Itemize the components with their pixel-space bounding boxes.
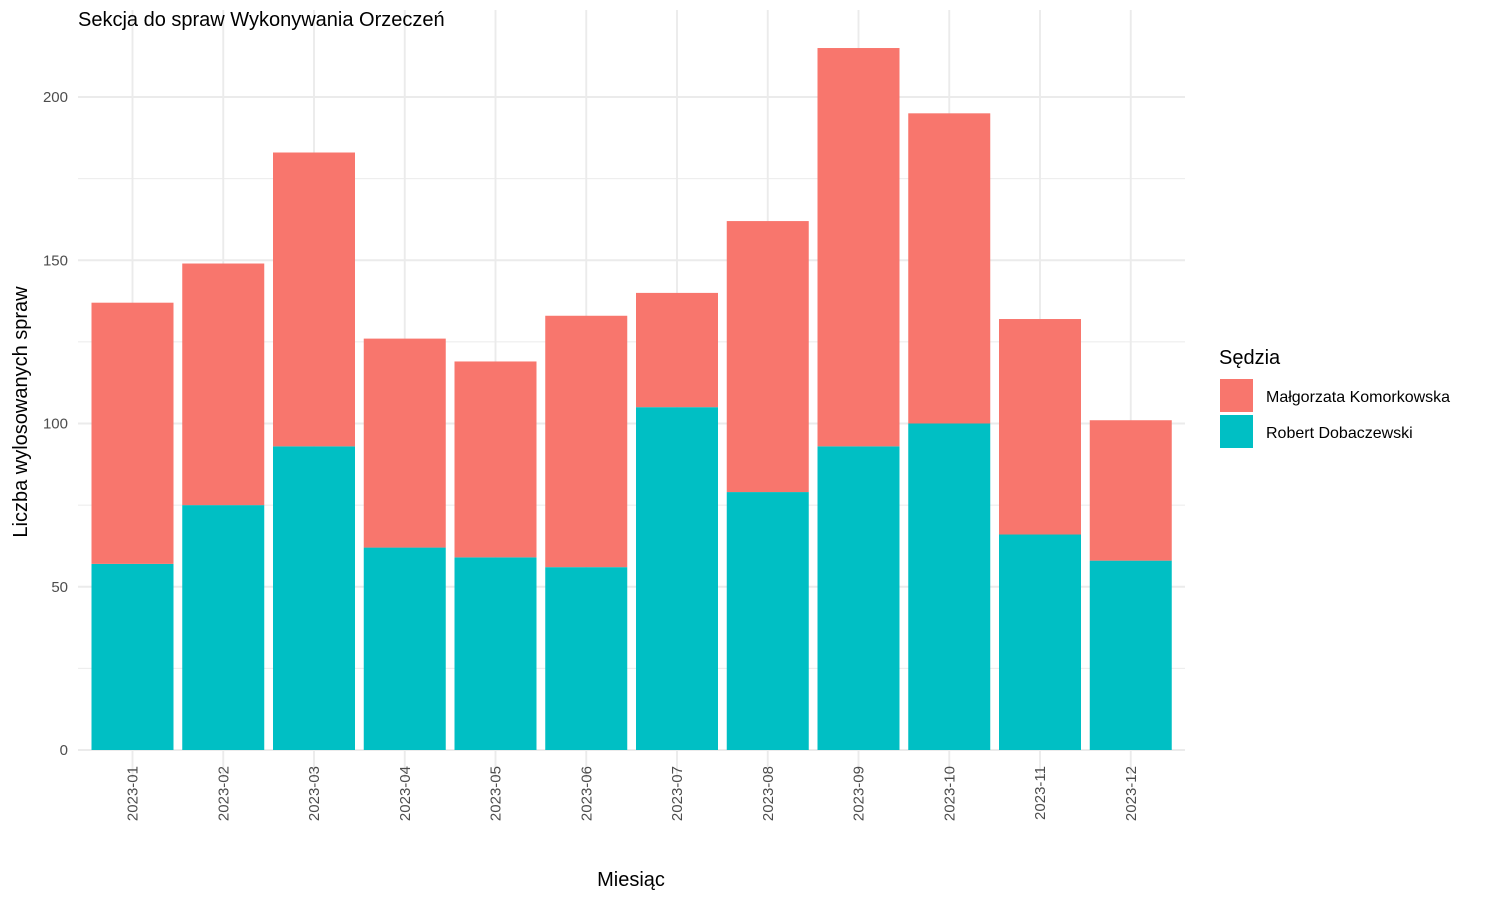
x-tick-label: 2023-06	[578, 766, 595, 821]
bar-2023-09-dobaczewski	[817, 446, 900, 750]
bar-2023-05-dobaczewski	[454, 557, 537, 750]
x-tick-label: 2023-07	[669, 766, 686, 821]
bar-2023-01-dobaczewski	[91, 563, 174, 750]
bar-2023-10-dobaczewski	[908, 423, 991, 750]
x-tick-label: 2023-02	[215, 766, 232, 821]
legend-title: Sędzia	[1219, 347, 1281, 369]
legend-label-komorkowska: Małgorzata Komorkowska	[1266, 389, 1450, 406]
legend-swatch-dobaczewski	[1220, 415, 1253, 448]
bar-2023-01-komorkowska	[91, 302, 174, 564]
x-tick-label: 2023-08	[760, 766, 777, 821]
bar-2023-07-dobaczewski	[636, 407, 718, 750]
bar-2023-04-komorkowska	[363, 338, 446, 548]
bar-2023-03-komorkowska	[273, 152, 355, 447]
bar-2023-09-komorkowska	[817, 48, 900, 447]
bar-2023-03-dobaczewski	[273, 446, 355, 750]
legend-label-dobaczewski: Robert Dobaczewski	[1266, 425, 1413, 442]
bar-2023-05-komorkowska	[454, 361, 537, 558]
bar-2023-12-komorkowska	[1089, 420, 1172, 561]
x-tick-label: 2023-12	[1123, 766, 1140, 821]
bar-2023-06-komorkowska	[545, 315, 628, 568]
bar-2023-12-dobaczewski	[1089, 560, 1172, 750]
legend-swatch-komorkowska	[1220, 379, 1253, 412]
x-axis-title: Miesiąc	[597, 869, 665, 891]
bar-2023-02-dobaczewski	[182, 505, 265, 750]
bar-2023-08-komorkowska	[726, 221, 809, 493]
chart-title: Sekcja do spraw Wykonywania Orzeczeń	[78, 9, 445, 31]
y-axis-ticks: 0 50 100 150 200	[43, 89, 68, 759]
y-tick-label: 200	[43, 89, 68, 106]
x-tick-label: 2023-01	[125, 766, 142, 821]
x-tick-label: 2023-04	[397, 766, 414, 821]
y-tick-label: 0	[60, 742, 68, 759]
y-tick-label: 50	[51, 579, 68, 596]
bar-2023-07-komorkowska	[636, 292, 718, 408]
x-tick-label: 2023-10	[941, 766, 958, 821]
y-axis-title: Liczba wylosowanych spraw	[10, 286, 32, 538]
bars	[91, 48, 1172, 750]
bar-2023-08-dobaczewski	[726, 492, 809, 750]
x-tick-label: 2023-11	[1032, 766, 1049, 820]
y-tick-label: 100	[43, 416, 68, 433]
x-axis-ticks: 2023-01 2023-02 2023-03 2023-04 2023-05 2023-…	[125, 766, 1140, 821]
x-tick-label: 2023-09	[851, 766, 868, 821]
bar-2023-11-dobaczewski	[999, 534, 1081, 750]
x-tick-label: 2023-03	[306, 766, 323, 821]
x-tick-label: 2023-05	[488, 766, 505, 821]
bar-2023-06-dobaczewski	[545, 567, 628, 750]
y-tick-label: 150	[43, 252, 68, 269]
bar-2023-04-dobaczewski	[363, 547, 446, 750]
bar-2023-10-komorkowska	[908, 113, 991, 424]
bar-2023-02-komorkowska	[182, 263, 265, 506]
bar-2023-11-komorkowska	[999, 319, 1081, 535]
legend: Sędzia Małgorzata Komorkowska Robert Dob…	[1219, 347, 1450, 448]
